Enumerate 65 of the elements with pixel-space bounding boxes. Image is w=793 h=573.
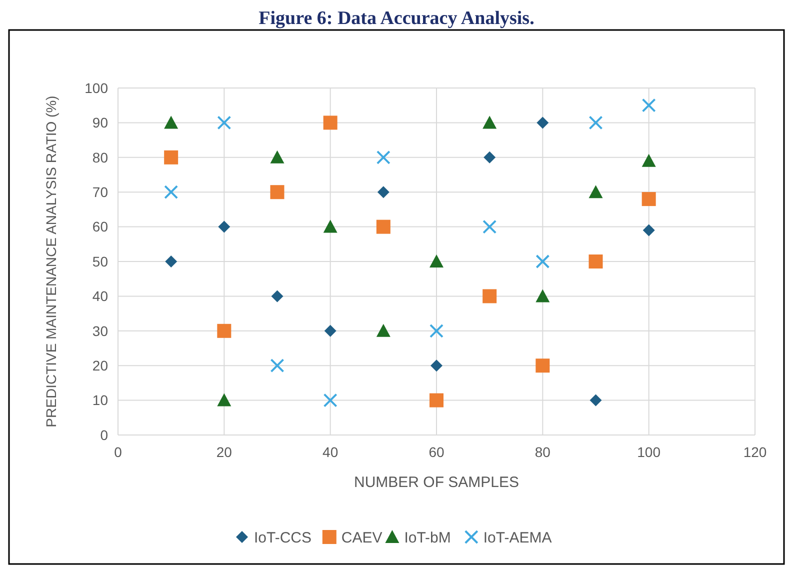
x-tick-label: 0 — [114, 444, 122, 460]
y-tick-label: 50 — [92, 253, 108, 270]
y-tick-label: 80 — [92, 149, 108, 166]
point — [323, 393, 338, 408]
point — [536, 116, 549, 129]
y-tick-label: 30 — [92, 322, 108, 339]
y-tick-label: 100 — [84, 80, 108, 96]
point — [588, 185, 603, 198]
legend-label: IoT-AEMA — [483, 529, 552, 546]
point — [642, 154, 656, 167]
point — [377, 186, 390, 198]
point — [164, 116, 178, 129]
point — [642, 224, 655, 236]
legend-label: CAEV — [341, 529, 382, 546]
y-tick-label: 60 — [92, 218, 108, 235]
legend-label: IoT-bM — [404, 529, 451, 546]
legend-label: IoT-CCS — [254, 529, 312, 546]
point — [430, 393, 444, 408]
point — [536, 358, 550, 373]
point — [536, 289, 550, 302]
point — [430, 360, 442, 372]
y-axis-title: PREDICTIVE MAINTENANCE ANALYSIS RATIO (%) — [43, 96, 59, 428]
point — [482, 289, 497, 304]
point — [482, 116, 497, 129]
point — [165, 256, 178, 268]
point — [271, 290, 284, 302]
point — [484, 151, 496, 164]
y-tick-label: 0 — [100, 426, 108, 443]
point — [536, 254, 550, 268]
point — [430, 254, 444, 268]
y-tick-label: 40 — [92, 288, 108, 304]
point — [270, 185, 284, 200]
x-axis-title: NUMBER OF SAMPLES — [354, 474, 520, 491]
point — [164, 150, 178, 164]
x-tick-label: 120 — [743, 444, 767, 460]
x-tick-label: 40 — [322, 444, 338, 460]
point — [270, 358, 284, 373]
point — [642, 98, 656, 112]
y-tick-label: 70 — [92, 184, 108, 200]
x-tick-label: 20 — [216, 444, 232, 460]
y-tick-label: 20 — [92, 358, 108, 374]
point — [217, 324, 232, 338]
point — [430, 324, 444, 338]
point — [376, 324, 390, 337]
y-tick-label: 10 — [92, 392, 108, 408]
point — [642, 192, 656, 206]
point — [217, 116, 232, 130]
y-tick-label: 90 — [92, 114, 108, 131]
x-tick-label: 60 — [428, 444, 444, 460]
point — [324, 324, 336, 337]
point — [588, 116, 603, 130]
x-tick-label: 100 — [637, 444, 661, 460]
point — [323, 116, 338, 130]
point — [376, 220, 390, 234]
point — [376, 150, 390, 164]
point — [588, 254, 603, 268]
point — [164, 185, 178, 200]
x-tick-label: 80 — [534, 444, 551, 460]
point — [217, 393, 232, 406]
chart-title: Figure 6: Data Accuracy Analysis. — [258, 8, 534, 29]
point — [270, 150, 284, 164]
point — [218, 220, 230, 233]
point — [323, 220, 338, 233]
point — [590, 394, 602, 406]
point — [482, 220, 497, 234]
